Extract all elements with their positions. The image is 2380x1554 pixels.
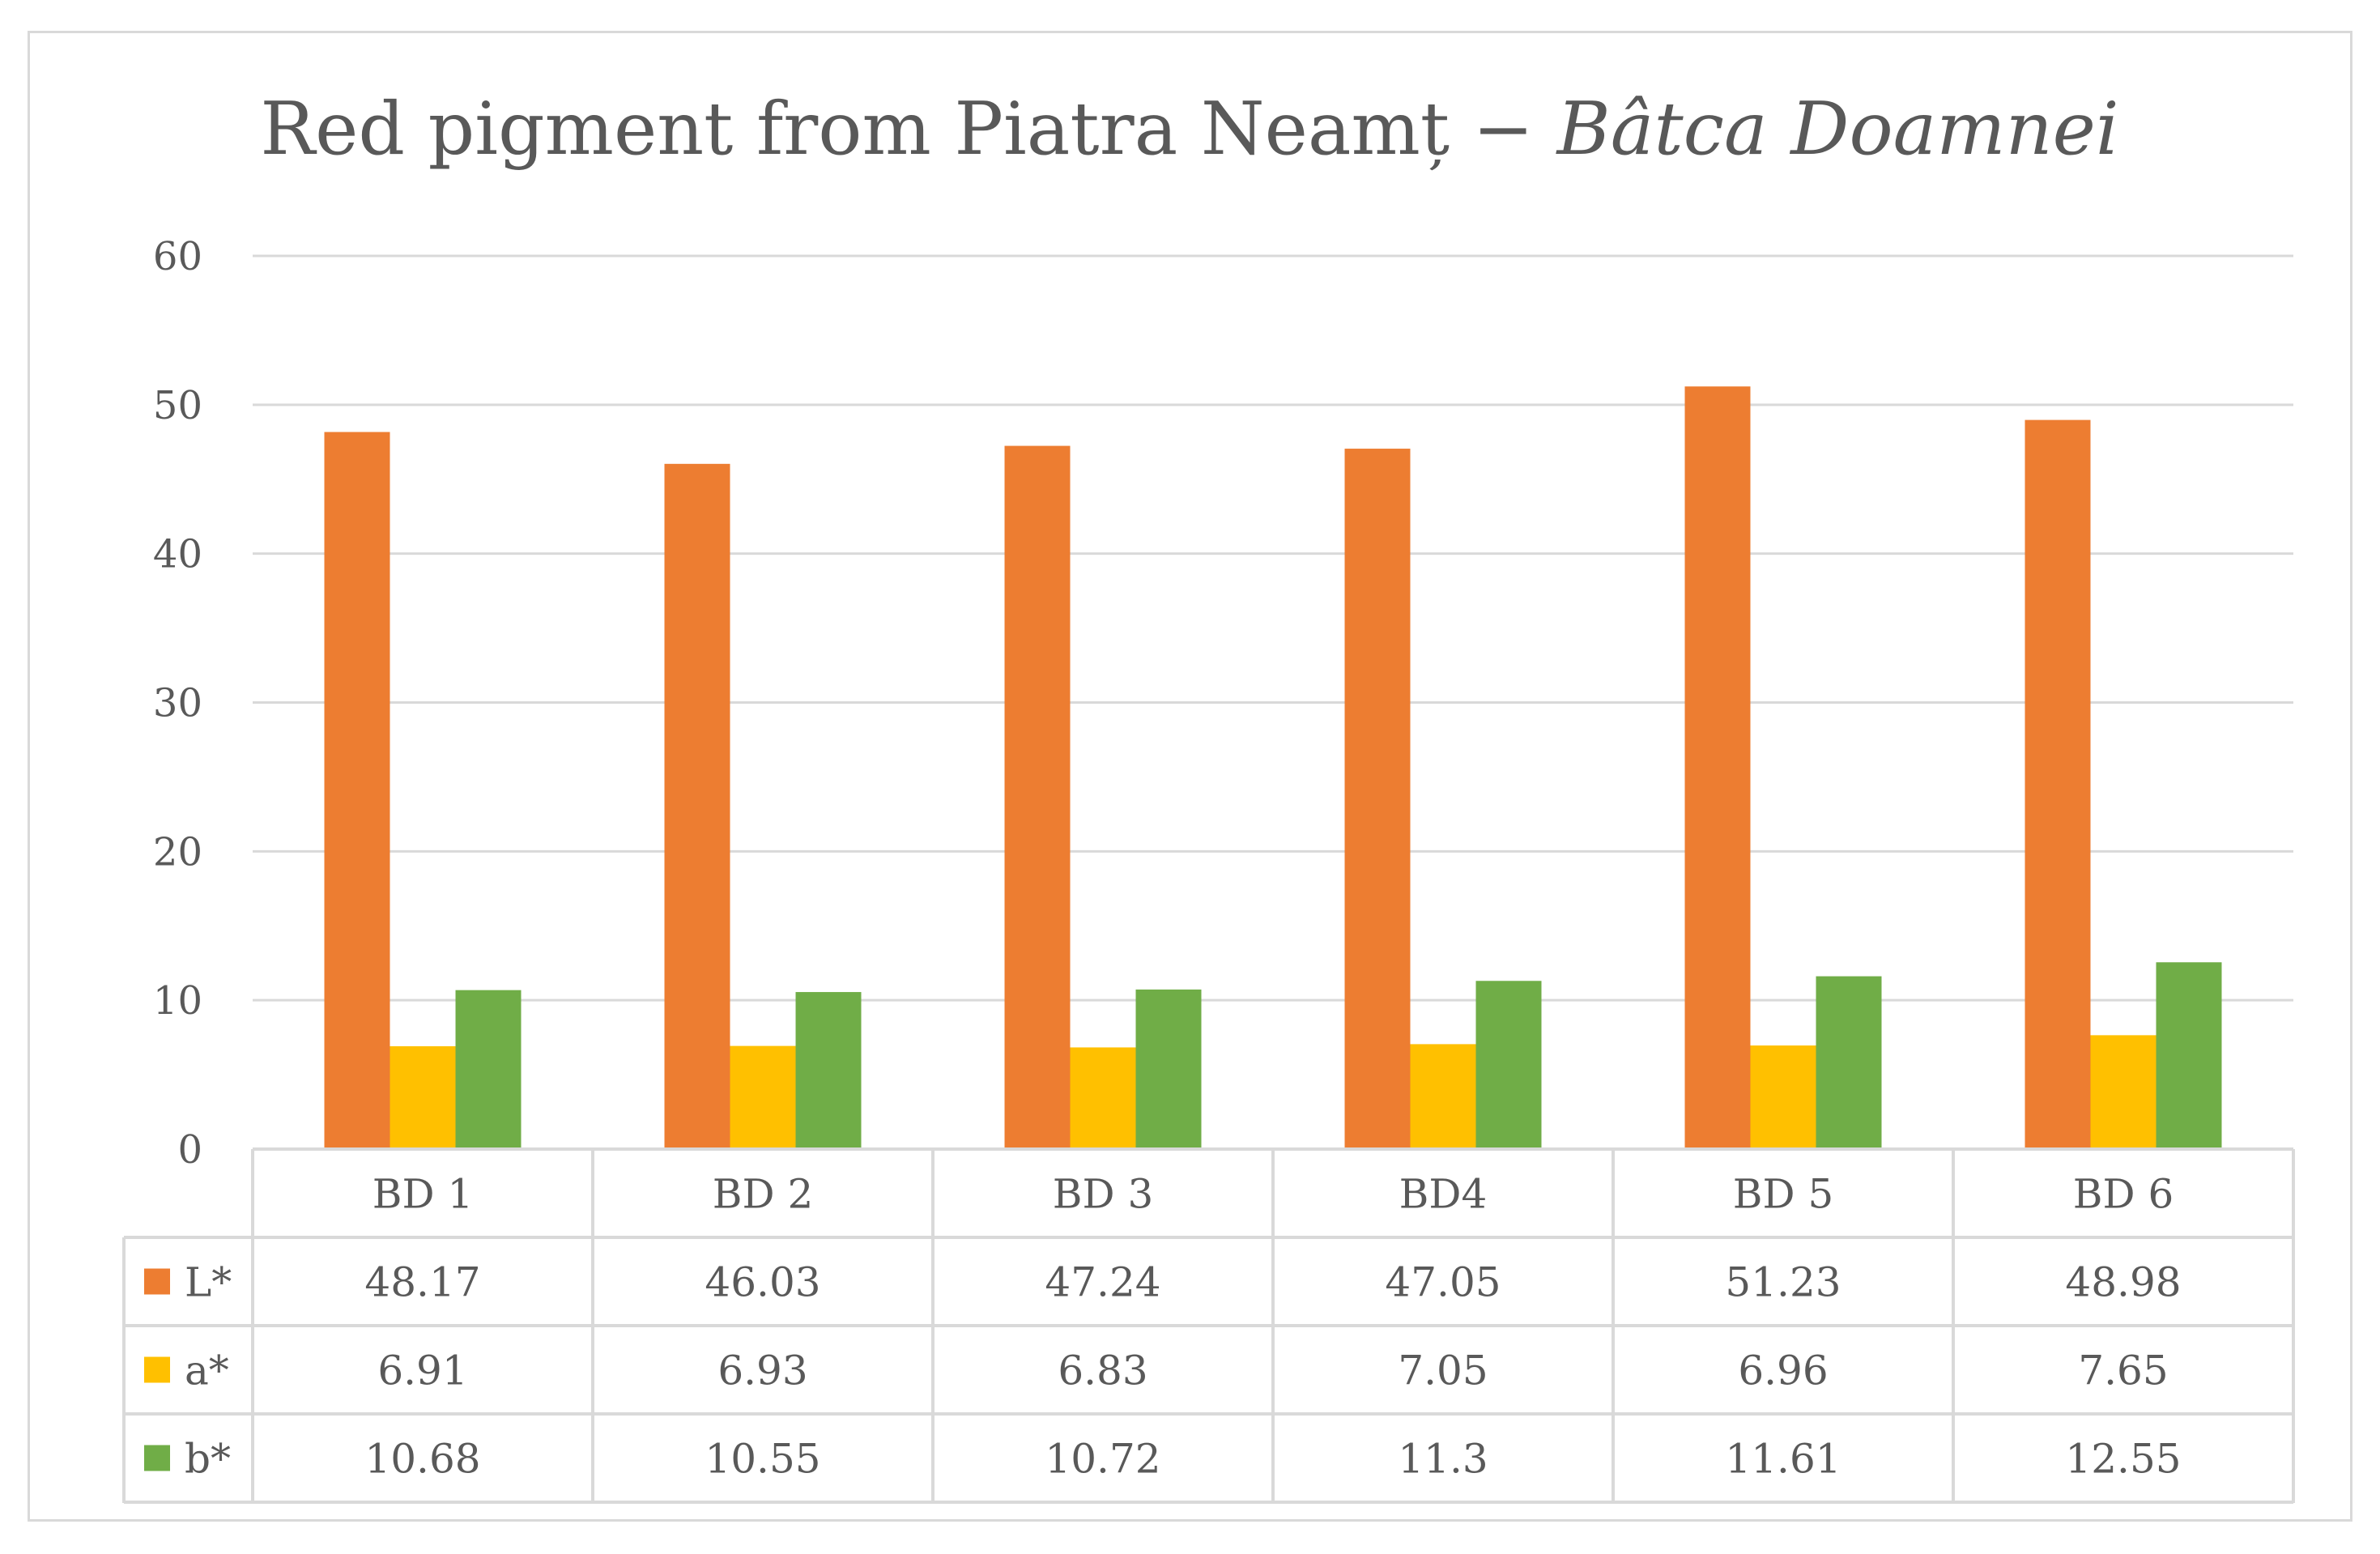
bar-lstar-2 (664, 463, 730, 1149)
legend-key-astar (144, 1356, 170, 1383)
chart-title-main: Red pigment from Piatra Neamț − (260, 87, 1556, 172)
bar-lstar-3 (1004, 445, 1071, 1149)
y-tick-label: 0 (177, 1127, 202, 1173)
data-label: 7.05 (1398, 1348, 1488, 1394)
legend-label: b* (185, 1436, 231, 1483)
data-label: 10.68 (364, 1436, 480, 1483)
bar-bstar-6 (2156, 962, 2222, 1149)
data-label: 6.83 (1058, 1348, 1147, 1394)
y-tick-label: 40 (153, 532, 202, 577)
bar-lstar-6 (2024, 419, 2091, 1149)
chart-title-italic: Bâtca Doamnei (1556, 87, 2119, 172)
bar-lstar-1 (324, 432, 390, 1149)
data-label: 10.72 (1045, 1436, 1160, 1483)
bar-bstar-1 (455, 990, 522, 1149)
bar-bstar-5 (1816, 976, 1882, 1149)
bar-astar-4 (1410, 1044, 1476, 1149)
bar-bstar-2 (795, 992, 862, 1149)
data-label: 51.23 (1725, 1259, 1841, 1306)
data-label: 6.91 (377, 1348, 467, 1394)
data-label: 47.05 (1385, 1259, 1501, 1306)
y-tick-label: 50 (153, 383, 202, 428)
chart-title: Red pigment from Piatra Neamț − Bâtca Do… (260, 87, 2118, 172)
bar-astar-1 (390, 1045, 456, 1149)
bars (324, 386, 2222, 1150)
bar-lstar-4 (1344, 449, 1411, 1149)
category-label: BD 6 (2073, 1171, 2174, 1218)
bar-bstar-3 (1135, 989, 1202, 1149)
bar-astar-5 (1750, 1045, 1816, 1149)
bar-astar-6 (2090, 1035, 2156, 1149)
data-label: 6.93 (717, 1348, 807, 1394)
data-label: 11.3 (1398, 1436, 1488, 1483)
data-label: 11.61 (1725, 1436, 1841, 1483)
data-label: 10.55 (705, 1436, 820, 1483)
legend-key-lstar (144, 1268, 170, 1295)
chart-frame (28, 31, 2352, 1522)
legend-key-bstar (144, 1445, 170, 1471)
category-label: BD4 (1399, 1171, 1488, 1218)
data-table: BD 1 BD 2 BD 3 BD4 BD 5 BD 6 L* 48.17 46.03 47.24… (122, 1147, 2295, 1504)
gridlines (253, 254, 2293, 1002)
data-label: 48.17 (364, 1259, 480, 1306)
y-tick-label: 10 (153, 978, 202, 1024)
data-label: 46.03 (705, 1259, 820, 1306)
y-tick-label: 60 (153, 234, 202, 279)
bar-bstar-4 (1475, 981, 1542, 1149)
data-label: 6.96 (1738, 1348, 1828, 1394)
bar-lstar-5 (1684, 386, 1751, 1150)
data-label: 48.98 (2065, 1259, 2181, 1306)
data-label: 7.65 (2078, 1348, 2168, 1394)
y-axis-ticks: 0 10 20 30 40 50 60 (153, 234, 202, 1173)
y-tick-label: 20 (153, 829, 202, 875)
bar-astar-3 (1070, 1047, 1136, 1149)
y-tick-label: 30 (153, 681, 202, 726)
category-label: BD 3 (1053, 1171, 1154, 1218)
data-label: 12.55 (2065, 1436, 2181, 1483)
legend-label: L* (185, 1259, 232, 1306)
category-label: BD 2 (713, 1171, 814, 1218)
category-label: BD 5 (1733, 1171, 1834, 1218)
legend-label: a* (185, 1348, 229, 1394)
category-label: BD 1 (373, 1171, 474, 1218)
data-label: 47.24 (1045, 1259, 1160, 1306)
bar-astar-2 (730, 1045, 796, 1149)
